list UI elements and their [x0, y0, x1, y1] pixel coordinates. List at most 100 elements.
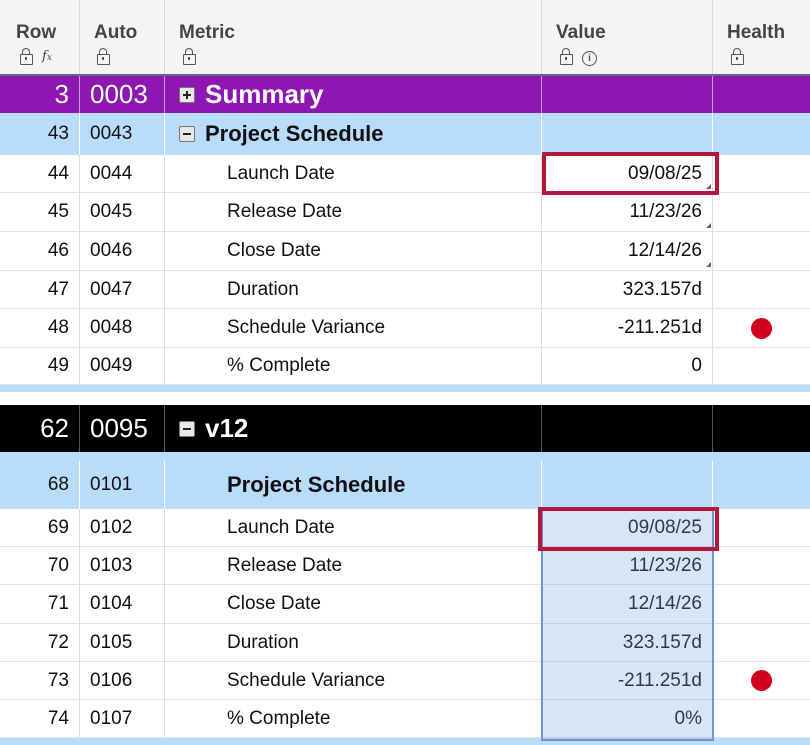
- auto-id-cell[interactable]: 0043: [80, 113, 165, 155]
- metric-cell[interactable]: Schedule Variance: [165, 309, 542, 347]
- metric-cell[interactable]: Project Schedule: [165, 461, 542, 509]
- value-cell[interactable]: 11/23/26: [542, 547, 713, 584]
- column-header-auto[interactable]: Auto: [80, 0, 165, 74]
- row-number-cell[interactable]: 74: [0, 700, 80, 737]
- row-number-cell[interactable]: 46: [0, 232, 80, 270]
- value-cell[interactable]: 09/08/25: [542, 155, 713, 192]
- row-number-cell[interactable]: 43: [0, 113, 80, 155]
- row-number-cell[interactable]: 73: [0, 662, 80, 699]
- metric-cell[interactable]: Duration: [165, 624, 542, 661]
- table-row[interactable]: 47 0047 Duration 323.157d: [0, 271, 810, 309]
- value-cell[interactable]: -211.251d: [542, 662, 713, 699]
- table-row[interactable]: 69 0102 Launch Date 09/08/25: [0, 509, 810, 547]
- metric-cell[interactable]: Launch Date: [165, 155, 542, 192]
- row-number-cell[interactable]: 49: [0, 348, 80, 384]
- value-cell[interactable]: [542, 461, 713, 509]
- health-cell[interactable]: [713, 309, 810, 347]
- row-number-cell[interactable]: 69: [0, 509, 80, 546]
- row-number-cell[interactable]: 48: [0, 309, 80, 347]
- collapse-icon[interactable]: [179, 420, 195, 437]
- column-header-value[interactable]: Value i: [542, 0, 713, 74]
- value-cell[interactable]: 09/08/25: [542, 509, 713, 546]
- metric-cell[interactable]: Release Date: [165, 547, 542, 584]
- health-cell[interactable]: [713, 461, 810, 509]
- metric-cell[interactable]: Launch Date: [165, 509, 542, 546]
- value-cell[interactable]: -211.251d: [542, 309, 713, 347]
- value-cell[interactable]: [542, 405, 713, 452]
- table-row[interactable]: 68 0101 Project Schedule: [0, 461, 810, 509]
- value-cell[interactable]: 323.157d: [542, 271, 713, 308]
- metric-cell[interactable]: Close Date: [165, 585, 542, 623]
- metric-cell[interactable]: Project Schedule: [165, 113, 542, 155]
- auto-id-cell[interactable]: 0047: [80, 271, 165, 308]
- health-cell[interactable]: [713, 271, 810, 308]
- row-number-cell[interactable]: 47: [0, 271, 80, 308]
- metric-cell[interactable]: Release Date: [165, 193, 542, 231]
- health-cell[interactable]: [713, 232, 810, 270]
- health-cell[interactable]: [713, 700, 810, 737]
- auto-id-cell[interactable]: 0102: [80, 509, 165, 546]
- health-cell[interactable]: [713, 662, 810, 699]
- health-cell[interactable]: [713, 348, 810, 384]
- health-cell[interactable]: [713, 76, 810, 113]
- health-cell[interactable]: [713, 585, 810, 623]
- health-cell[interactable]: [713, 509, 810, 546]
- metric-cell[interactable]: % Complete: [165, 348, 542, 384]
- auto-id-cell[interactable]: 0003: [80, 76, 165, 113]
- table-row[interactable]: 72 0105 Duration 323.157d: [0, 624, 810, 662]
- table-row[interactable]: 43 0043 Project Schedule: [0, 113, 810, 155]
- column-header-health[interactable]: Health: [713, 0, 810, 74]
- auto-id-cell[interactable]: 0049: [80, 348, 165, 384]
- auto-id-cell[interactable]: 0044: [80, 155, 165, 192]
- value-cell[interactable]: [542, 76, 713, 113]
- expand-icon[interactable]: [179, 86, 195, 103]
- row-number-cell[interactable]: 62: [0, 405, 80, 452]
- collapse-icon[interactable]: [179, 126, 195, 142]
- auto-id-cell[interactable]: 0105: [80, 624, 165, 661]
- table-row[interactable]: 3 0003 Summary: [0, 76, 810, 113]
- health-cell[interactable]: [713, 193, 810, 231]
- row-number-cell[interactable]: 70: [0, 547, 80, 584]
- metric-cell[interactable]: Summary: [165, 76, 542, 113]
- column-header-metric[interactable]: Metric: [165, 0, 542, 74]
- table-row[interactable]: 73 0106 Schedule Variance -211.251d: [0, 662, 810, 700]
- value-cell[interactable]: [542, 113, 713, 155]
- row-number-cell[interactable]: 45: [0, 193, 80, 231]
- value-cell[interactable]: 11/23/26: [542, 193, 713, 231]
- row-number-cell[interactable]: 71: [0, 585, 80, 623]
- table-row[interactable]: 45 0045 Release Date 11/23/26: [0, 193, 810, 232]
- auto-id-cell[interactable]: 0095: [80, 405, 165, 452]
- table-row[interactable]: 49 0049 % Complete 0: [0, 348, 810, 385]
- column-header-row[interactable]: Row fx: [0, 0, 80, 74]
- value-cell[interactable]: 323.157d: [542, 624, 713, 661]
- row-number-cell[interactable]: 44: [0, 155, 80, 192]
- auto-id-cell[interactable]: 0106: [80, 662, 165, 699]
- row-number-cell[interactable]: 72: [0, 624, 80, 661]
- auto-id-cell[interactable]: 0101: [80, 461, 165, 509]
- metric-cell[interactable]: % Complete: [165, 700, 542, 737]
- table-row[interactable]: 70 0103 Release Date 11/23/26: [0, 547, 810, 585]
- health-cell[interactable]: [713, 155, 810, 192]
- value-cell[interactable]: 0: [542, 348, 713, 384]
- auto-id-cell[interactable]: 0046: [80, 232, 165, 270]
- health-cell[interactable]: [713, 405, 810, 452]
- health-cell[interactable]: [713, 547, 810, 584]
- metric-cell[interactable]: Schedule Variance: [165, 662, 542, 699]
- info-icon[interactable]: i: [582, 51, 597, 66]
- value-cell[interactable]: 0%: [542, 700, 713, 737]
- health-cell[interactable]: [713, 113, 810, 155]
- value-cell[interactable]: 12/14/26: [542, 585, 713, 623]
- table-row[interactable]: 48 0048 Schedule Variance -211.251d: [0, 309, 810, 348]
- value-cell[interactable]: 12/14/26: [542, 232, 713, 270]
- auto-id-cell[interactable]: 0045: [80, 193, 165, 231]
- health-cell[interactable]: [713, 624, 810, 661]
- table-row[interactable]: 46 0046 Close Date 12/14/26: [0, 232, 810, 271]
- table-row[interactable]: 71 0104 Close Date 12/14/26: [0, 585, 810, 624]
- table-row[interactable]: 62 0095 v12: [0, 405, 810, 452]
- metric-cell[interactable]: Duration: [165, 271, 542, 308]
- auto-id-cell[interactable]: 0104: [80, 585, 165, 623]
- auto-id-cell[interactable]: 0048: [80, 309, 165, 347]
- row-number-cell[interactable]: 3: [0, 76, 80, 113]
- table-row[interactable]: 44 0044 Launch Date 09/08/25: [0, 155, 810, 193]
- row-number-cell[interactable]: 68: [0, 461, 80, 509]
